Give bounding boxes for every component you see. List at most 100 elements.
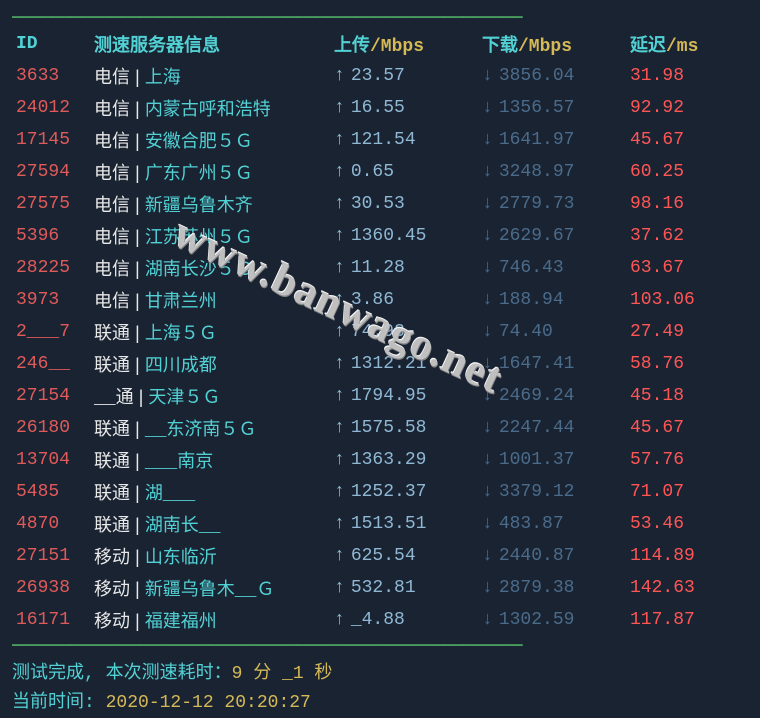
cell-latency: 71.07 [626,476,748,508]
cell-id: 24012 [12,92,90,124]
cell-server: __通|天津５Ｇ [90,380,330,412]
cell-download: ↓2247.44 [478,412,626,444]
cell-server: 联通|上海５Ｇ [90,316,330,348]
cell-download: ↓2879.38 [478,572,626,604]
table-row: 28225电信|湖南长沙５Ｇ↑11.28↓746.4363.67 [12,252,748,284]
rule-top: ————————————————————————————————————————… [12,8,748,28]
footer-line-2: 当前时间: 2020-12-12 20:20:27 [12,689,748,718]
cell-download: ↓3856.04 [478,60,626,92]
cell-id: 26938 [12,572,90,604]
cell-latency: 53.46 [626,508,748,540]
table-row: 5396电信|江苏苏州５Ｇ↑1360.45↓2629.6737.62 [12,220,748,252]
cell-server: 联通|湖南长__ [90,508,330,540]
cell-download: ↓483.87 [478,508,626,540]
cell-upload: ↑23.57 [330,60,478,92]
table-row: 3973电信|甘肃兰州↑3.86↓188.94103.06 [12,284,748,316]
cell-download: ↓3379.12 [478,476,626,508]
cell-server: 电信|安徽合肥５Ｇ [90,124,330,156]
cell-latency: 27.49 [626,316,748,348]
cell-upload: ↑0.65 [330,156,478,188]
cell-server: 移动|山东临沂 [90,540,330,572]
cell-id: 5485 [12,476,90,508]
cell-server: 移动|新疆乌鲁木__Ｇ [90,572,330,604]
header-latency: 延迟/ms [626,28,748,60]
header-id: ID [12,28,90,60]
table-row: 27575电信|新疆乌鲁木齐↑30.53↓2779.7398.16 [12,188,748,220]
cell-latency: 31.98 [626,60,748,92]
table-row: 24012电信|内蒙古呼和浩特↑16.55↓1356.5792.92 [12,92,748,124]
table-row: 16171移动|福建福州↑_4.88↓1302.59117.87 [12,604,748,636]
footer-line-1: 测试完成, 本次测速耗时：9 分 _1 秒 [12,660,748,689]
cell-latency: 142.63 [626,572,748,604]
cell-id: 17145 [12,124,90,156]
table-row: 3633电信|上海↑23.57↓3856.0431.98 [12,60,748,92]
cell-server: 联通|__东济南５Ｇ [90,412,330,444]
cell-id: 3633 [12,60,90,92]
cell-latency: 103.06 [626,284,748,316]
table-row: 5485联通|湖___↑1252.37↓3379.1271.07 [12,476,748,508]
cell-id: 246__ [12,348,90,380]
table-row: 27154__通|天津５Ｇ↑1794.95↓2469.2445.18 [12,380,748,412]
cell-id: 5396 [12,220,90,252]
cell-server: 联通|___南京 [90,444,330,476]
cell-latency: 60.25 [626,156,748,188]
cell-upload: ↑1312.21 [330,348,478,380]
cell-upload: ↑532.81 [330,572,478,604]
cell-upload: ↑1794.95 [330,380,478,412]
cell-upload: ↑1575.58 [330,412,478,444]
cell-latency: 117.87 [626,604,748,636]
cell-server: 电信|上海 [90,60,330,92]
cell-server: 电信|广东广州５Ｇ [90,156,330,188]
cell-server: 联通|湖___ [90,476,330,508]
cell-latency: 114.89 [626,540,748,572]
table-row: 4870联通|湖南长__↑1513.51↓483.8753.46 [12,508,748,540]
header-row: ID 测速服务器信息 上传/Mbps 下载/Mbps 延迟/ms [12,28,748,60]
cell-latency: 57.76 [626,444,748,476]
cell-latency: 45.67 [626,412,748,444]
cell-upload: ↑3.86 [330,284,478,316]
cell-upload: ↑625.54 [330,540,478,572]
cell-upload: ↑1360.45 [330,220,478,252]
rule-bottom: ————————————————————————————————————————… [12,636,748,656]
cell-upload: ↑16.55 [330,92,478,124]
cell-server: 电信|甘肃兰州 [90,284,330,316]
cell-latency: 92.92 [626,92,748,124]
cell-server: 电信|湖南长沙５Ｇ [90,252,330,284]
cell-upload: ↑1363.29 [330,444,478,476]
cell-download: ↓1641.97 [478,124,626,156]
cell-latency: 45.67 [626,124,748,156]
cell-latency: 63.67 [626,252,748,284]
cell-download: ↓2629.67 [478,220,626,252]
table-row: 26938移动|新疆乌鲁木__Ｇ↑532.81↓2879.38142.63 [12,572,748,604]
cell-id: 27151 [12,540,90,572]
cell-server: 电信|新疆乌鲁木齐 [90,188,330,220]
cell-download: ↓1356.57 [478,92,626,124]
cell-id: 26180 [12,412,90,444]
cell-upload: ↑30.53 [330,188,478,220]
cell-upload: ↑1252.37 [330,476,478,508]
cell-id: 13704 [12,444,90,476]
cell-server: 电信|江苏苏州５Ｇ [90,220,330,252]
cell-latency: 45.18 [626,380,748,412]
cell-id: 16171 [12,604,90,636]
cell-upload: ↑121.54 [330,124,478,156]
cell-id: 2___7 [12,316,90,348]
cell-server: 电信|内蒙古呼和浩特 [90,92,330,124]
cell-latency: 98.16 [626,188,748,220]
cell-download: ↓746.43 [478,252,626,284]
table-row: 17145电信|安徽合肥５Ｇ↑121.54↓1641.9745.67 [12,124,748,156]
speedtest-table: ID 测速服务器信息 上传/Mbps 下载/Mbps 延迟/ms 3633电信|… [12,28,748,636]
cell-download: ↓188.94 [478,284,626,316]
table-row: 246__联通|四川成都↑1312.21↓1647.4158.76 [12,348,748,380]
header-server: 测速服务器信息 [90,28,330,60]
cell-download: ↓2440.87 [478,540,626,572]
header-upload: 上传/Mbps [330,28,478,60]
cell-upload: ↑74.93 [330,316,478,348]
table-row: 27594电信|广东广州５Ｇ↑0.65↓3248.9760.25 [12,156,748,188]
table-row: 26180联通|__东济南５Ｇ↑1575.58↓2247.4445.67 [12,412,748,444]
cell-id: 28225 [12,252,90,284]
cell-id: 27154 [12,380,90,412]
cell-download: ↓2779.73 [478,188,626,220]
cell-download: ↓1647.41 [478,348,626,380]
cell-id: 3973 [12,284,90,316]
